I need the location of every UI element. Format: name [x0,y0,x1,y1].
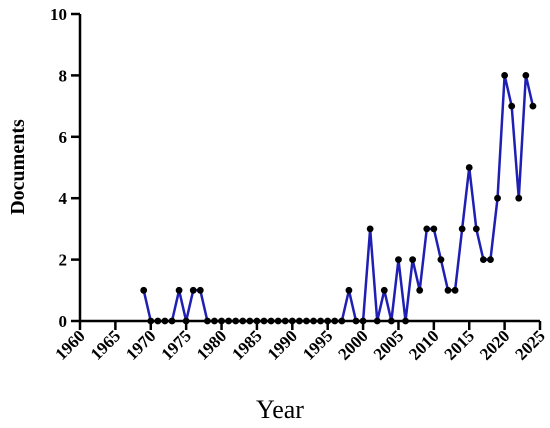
y-tick-label: 10 [50,5,67,24]
data-point [437,256,445,263]
y-axis-title: Documents [7,119,29,215]
data-point [494,194,501,202]
data-point [522,72,530,79]
data-point [409,256,417,263]
data-point [479,256,487,263]
x-tick-label: 2015 [441,326,478,363]
series-line [142,74,535,323]
series-line-group [142,74,535,323]
x-tick-label: 1985 [228,326,265,363]
x-tick-label: 1975 [158,326,195,363]
data-point [508,102,516,110]
data-point [175,286,183,294]
x-tick-label: 1990 [264,326,301,363]
data-point [395,256,402,263]
x-tick-label: 2020 [476,326,513,363]
y-axis-ticks: 0 2 4 6 8 10 [50,5,80,331]
x-axis-ticks: 1960196519701975198019851990199520002005… [51,321,549,364]
x-tick-label: 1970 [122,326,159,363]
data-point [416,286,424,294]
data-point [444,286,452,294]
data-point [196,286,204,294]
x-tick-label: 1995 [299,326,336,363]
data-point [451,286,459,294]
y-tick-label: 8 [59,66,68,85]
data-point [465,164,473,171]
y-tick-label: 2 [59,251,68,270]
data-point [458,225,466,233]
x-tick-label: 1980 [193,326,230,363]
y-tick-label: 6 [59,128,68,147]
data-point [423,225,431,233]
data-point [529,102,537,110]
data-point [140,286,148,294]
x-tick-label: 1965 [87,326,124,363]
y-tick-label: 4 [59,189,68,208]
data-point [366,225,374,233]
x-tick-label: 1960 [51,326,88,363]
data-point [515,194,523,202]
data-point [430,225,438,233]
x-axis-title: Year [256,395,304,424]
data-point [345,286,353,294]
series-points-group [140,72,537,325]
data-point [380,286,388,294]
y-tick-label: 0 [59,312,68,331]
x-tick-label: 2010 [405,326,442,363]
data-point [472,225,480,233]
data-point [487,256,494,263]
data-point [189,286,197,294]
x-tick-label: 2025 [511,326,548,363]
x-tick-label: 2000 [334,326,371,363]
data-point [501,72,509,79]
x-tick-label: 2005 [370,326,407,363]
